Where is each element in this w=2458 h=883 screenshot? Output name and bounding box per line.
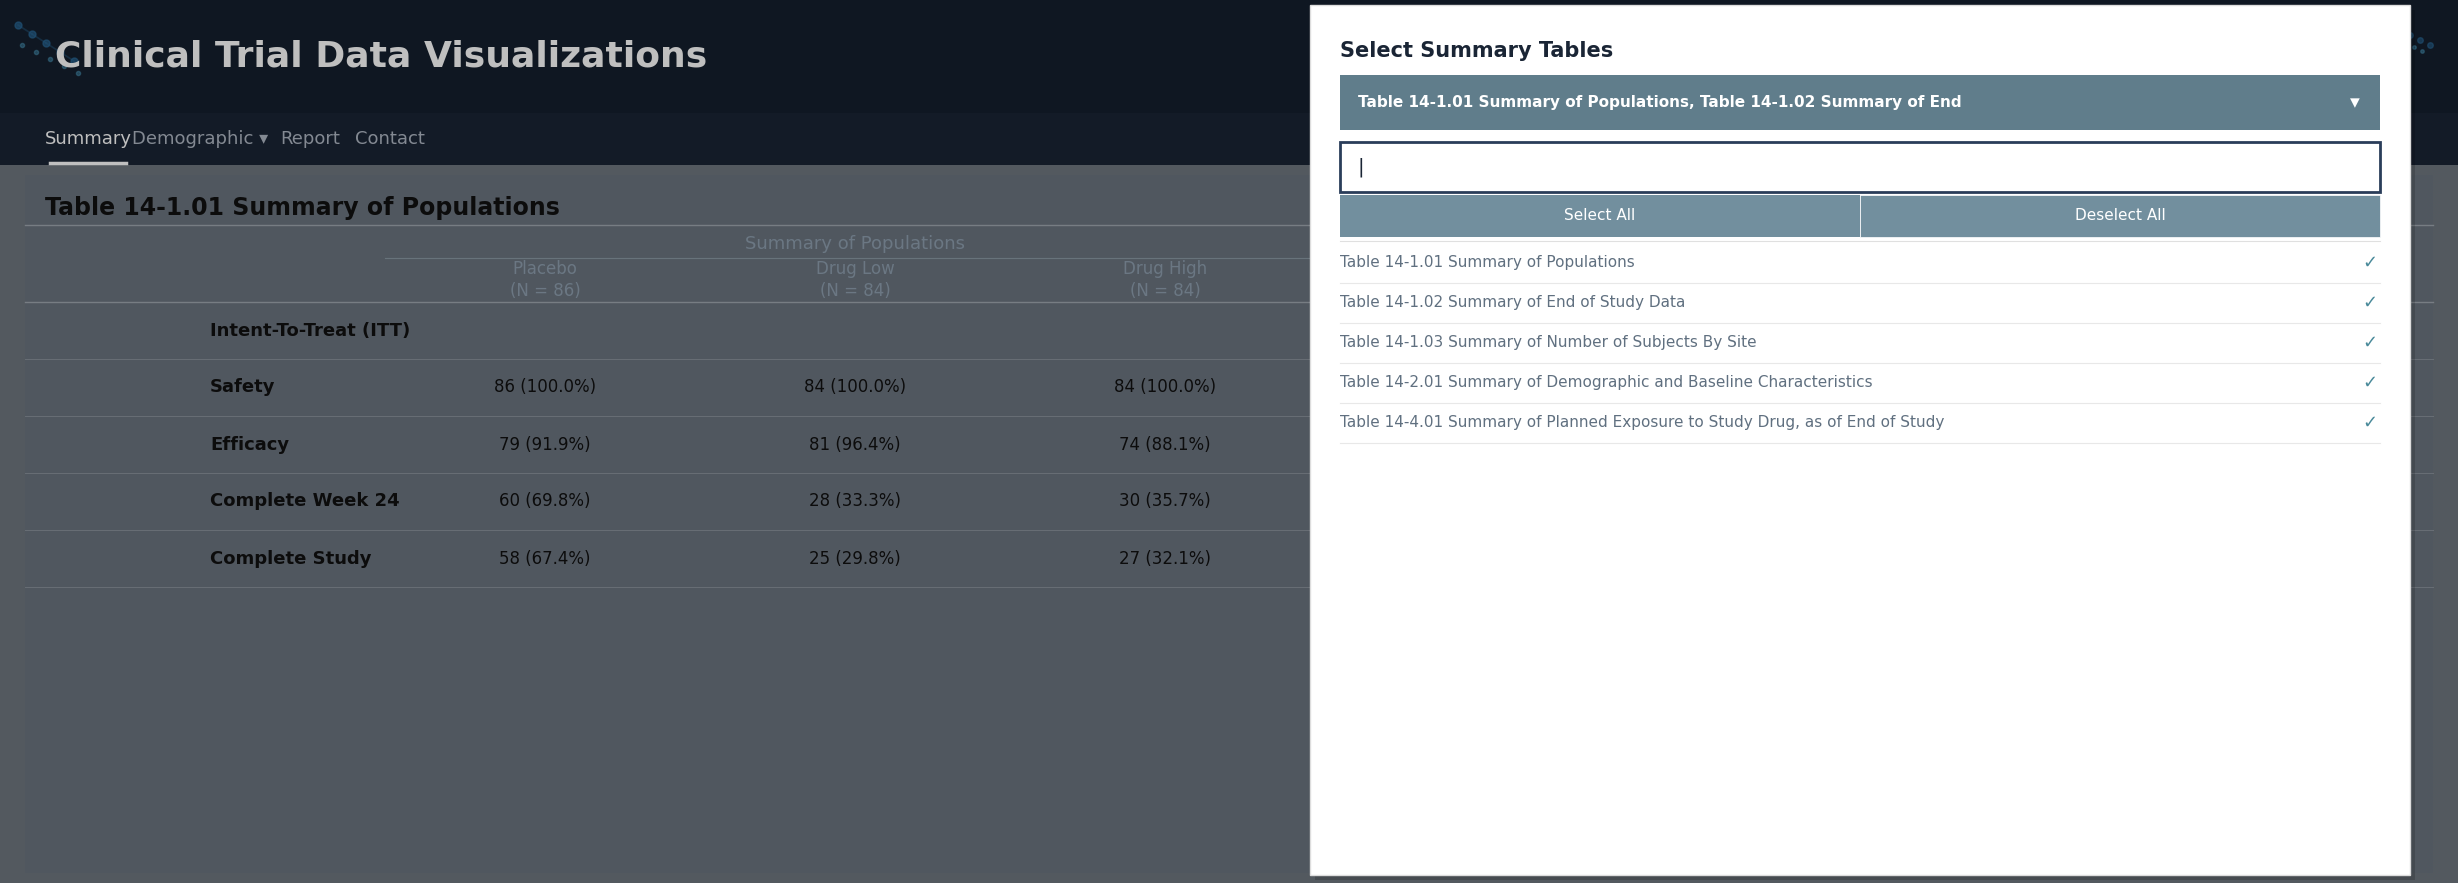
Text: 234 (92.1%): 234 (92.1%) [1413,435,1526,454]
Text: Drug Low
(N = 84): Drug Low (N = 84) [816,260,895,300]
Text: Total
(N = 254): Total (N = 254) [1421,260,1519,300]
Text: Contact: Contact [354,130,425,148]
Text: Report: Report [280,130,339,148]
Text: Table 14-1.01 Summary of Populations: Table 14-1.01 Summary of Populations [44,196,560,220]
Text: Complete Week 24: Complete Week 24 [209,493,401,510]
Text: 84 (100.0%): 84 (100.0%) [804,379,907,396]
Text: 84 (100.0%): 84 (100.0%) [1113,379,1217,396]
Text: Table 14-1.01 Summary of Populations: Table 14-1.01 Summary of Populations [1340,255,1635,270]
FancyBboxPatch shape [1340,195,1861,237]
Text: 74 (88.1%): 74 (88.1%) [1118,435,1212,454]
Text: Table 14-4.01 Summary of Planned Exposure to Study Drug, as of End of Study: Table 14-4.01 Summary of Planned Exposur… [1340,416,1944,431]
Text: Clinical Trial Data Visualizations: Clinical Trial Data Visualizations [54,40,708,73]
Text: Select All: Select All [1563,208,1635,223]
Text: Summary of Populations: Summary of Populations [745,235,966,253]
Text: ✓: ✓ [2362,334,2377,352]
Text: Table 14-2.01 Summary of Demographic and Baseline Characteristics: Table 14-2.01 Summary of Demographic and… [1340,375,1873,390]
Text: ✓: ✓ [2362,254,2377,272]
Text: ✓: ✓ [2362,414,2377,432]
Text: Placebo
(N = 86): Placebo (N = 86) [509,260,580,300]
Text: Drug High
(N = 84): Drug High (N = 84) [1123,260,1207,300]
FancyBboxPatch shape [1861,195,2379,237]
Text: 81 (96.4%): 81 (96.4%) [809,435,900,454]
FancyBboxPatch shape [25,175,2433,873]
FancyBboxPatch shape [1340,142,2379,192]
FancyBboxPatch shape [0,165,2458,883]
Text: Deselect All: Deselect All [2075,208,2165,223]
Text: Safety: Safety [209,379,275,396]
Text: Select Summary Tables: Select Summary Tables [1340,41,1612,61]
Text: Efficacy: Efficacy [209,435,290,454]
Text: Table 14-1.02 Summary of End of Study Data: Table 14-1.02 Summary of End of Study Da… [1340,296,1686,311]
Text: Intent-To-Treat (ITT): Intent-To-Treat (ITT) [209,321,410,339]
Text: |: | [1357,157,1364,177]
Text: 86 (100.0%): 86 (100.0%) [494,379,595,396]
Text: 110 (43.3%): 110 (43.3%) [1413,549,1526,568]
FancyBboxPatch shape [0,113,2458,165]
Text: 28 (33.3%): 28 (33.3%) [809,493,902,510]
Text: Summary: Summary [44,130,130,148]
Text: Table 14-1.01 Summary of Populations, Table 14-1.02 Summary of End: Table 14-1.01 Summary of Populations, Ta… [1357,95,1961,110]
Text: 79 (91.9%): 79 (91.9%) [499,435,590,454]
Text: —: — [2394,199,2411,217]
Text: 27 (32.1%): 27 (32.1%) [1118,549,1212,568]
FancyBboxPatch shape [1340,75,2379,130]
FancyBboxPatch shape [1315,10,2416,880]
Text: 60 (69.8%): 60 (69.8%) [499,493,590,510]
FancyBboxPatch shape [1310,5,2409,875]
Text: ✓: ✓ [2362,294,2377,312]
Text: 254 (100.0%): 254 (100.0%) [1408,379,1531,396]
Text: Table 14-1.03 Summary of Number of Subjects By Site: Table 14-1.03 Summary of Number of Subje… [1340,336,1757,351]
Text: 58 (67.4%): 58 (67.4%) [499,549,590,568]
Text: ✓: ✓ [2362,374,2377,392]
Text: 118 (46.5%): 118 (46.5%) [1413,493,1526,510]
Text: 25 (29.8%): 25 (29.8%) [809,549,902,568]
Text: ▾: ▾ [2350,93,2360,112]
Text: 254 (100.0%): 254 (100.0%) [1408,321,1531,339]
FancyBboxPatch shape [0,0,2458,113]
Text: Complete Study: Complete Study [209,549,371,568]
Text: 30 (35.7%): 30 (35.7%) [1118,493,1212,510]
Text: Demographic ▾: Demographic ▾ [133,130,268,148]
